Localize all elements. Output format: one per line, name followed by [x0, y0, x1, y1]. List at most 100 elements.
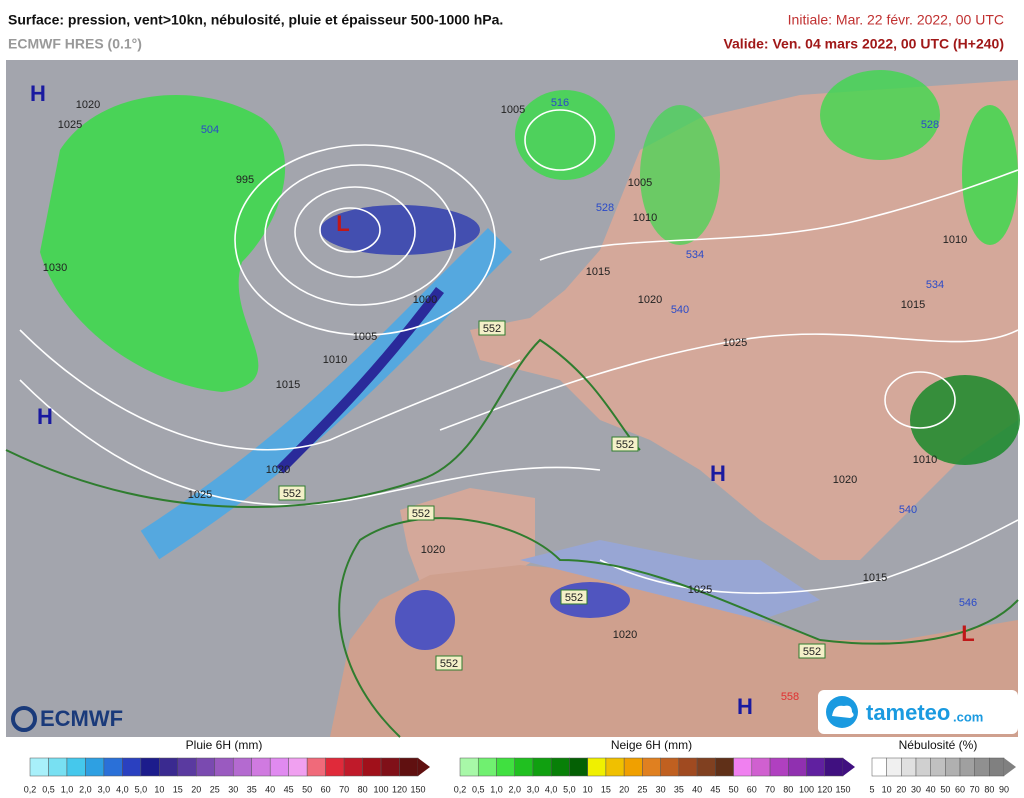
legend-swatch — [660, 757, 680, 777]
legend-label: 2,0 — [79, 784, 92, 794]
legend-swatch — [29, 757, 49, 777]
isobars — [19, 109, 1019, 594]
legend-label: 4,0 — [116, 784, 129, 794]
isobar-label: 1010 — [913, 454, 937, 466]
legend-label: 5 — [869, 784, 874, 794]
isobar-label: 1020 — [76, 99, 100, 111]
valid-time: Valide: Ven. 04 mars 2022, 00 UTC (H+240… — [723, 36, 1004, 52]
tameteo-logo-text: tameteo — [866, 700, 950, 725]
legend-label: 5,0 — [135, 784, 148, 794]
legend-label: 60 — [747, 784, 757, 794]
legend-swatch — [103, 757, 123, 777]
isobar-label: 1015 — [901, 299, 925, 311]
precip-snow — [820, 70, 940, 160]
legend-swatch — [989, 757, 1005, 777]
legend-label: 3,0 — [98, 784, 111, 794]
thickness-box — [407, 505, 435, 521]
initial-time: Initiale: Mar. 22 févr. 2022, 00 UTC — [788, 12, 1004, 28]
thickness-label: 528 — [596, 202, 614, 214]
thickness-box-label: 552 — [440, 658, 458, 670]
legend-label: 120 — [392, 784, 407, 794]
legend-label: 70 — [339, 784, 349, 794]
legend-label: 45 — [710, 784, 720, 794]
legend-swatch — [159, 757, 179, 777]
legend-swatch — [496, 757, 515, 777]
legend-label: 2,0 — [508, 784, 521, 794]
isobar-label: 1005 — [353, 331, 377, 343]
legend-swatch — [306, 757, 326, 777]
legend-label: 40 — [692, 784, 702, 794]
title: Surface: pression, vent>10kn, nébulosité… — [8, 12, 503, 28]
isobar-label: 1010 — [323, 354, 347, 366]
isobar-label: 1005 — [628, 177, 652, 189]
legend-swatch — [251, 757, 271, 777]
thickness-box — [435, 655, 463, 671]
precip-snow — [962, 105, 1018, 245]
legend-swatch — [886, 757, 902, 777]
legend-swatch — [871, 757, 887, 777]
legend-label: 150 — [835, 784, 850, 794]
tameteo-logo-suffix: .com — [953, 709, 983, 724]
legend-swatch — [288, 757, 308, 777]
isobar-label: 1010 — [633, 212, 657, 224]
legend-label: 20 — [896, 784, 906, 794]
legend-label: 3,0 — [527, 784, 540, 794]
legend-swatch — [399, 757, 419, 777]
legend-swatch — [532, 757, 552, 777]
isobar-label: 1015 — [276, 379, 300, 391]
legend-swatch — [959, 757, 975, 777]
legend-title: Nébulosité (%) — [899, 738, 978, 752]
thickness-box-label: 552 — [412, 508, 430, 520]
thickness-box-label: 552 — [483, 323, 501, 335]
isobar-label: 1005 — [501, 104, 525, 116]
thickness-box-label: 552 — [283, 488, 301, 500]
legend-swatch — [930, 757, 946, 777]
pressure-center: H — [710, 461, 726, 486]
thickness-label: 540 — [671, 304, 689, 316]
ecmwf-logo: ECMWF — [11, 706, 123, 732]
legend-swatch — [733, 757, 753, 777]
precip-rain — [395, 590, 455, 650]
legend-swatch — [901, 757, 917, 777]
legend-arrow — [1004, 758, 1016, 776]
legend-label: 70 — [765, 784, 775, 794]
legend-swatch — [587, 757, 607, 777]
legend-label: 120 — [817, 784, 832, 794]
legend-label: 45 — [284, 784, 294, 794]
thickness-box-label: 552 — [616, 439, 634, 451]
legend-swatch — [232, 757, 252, 777]
legend-label: 70 — [970, 784, 980, 794]
legend-swatch — [85, 757, 105, 777]
legend-swatch — [48, 757, 68, 777]
thickness-label: 546 — [959, 597, 977, 609]
legend-label: 20 — [619, 784, 629, 794]
precip-snow — [515, 90, 615, 180]
legend-label: 40 — [265, 784, 275, 794]
legend-label: 150 — [410, 784, 425, 794]
legend-label: 0,5 — [42, 784, 55, 794]
legend-label: 0,5 — [472, 784, 485, 794]
legend-swatch — [196, 757, 216, 777]
legend-swatch — [214, 757, 234, 777]
legend-swatch — [788, 757, 807, 777]
thickness-box — [478, 320, 506, 336]
legend-swatch — [362, 757, 382, 777]
thickness-label: 504 — [201, 124, 219, 136]
legend-label: 25 — [210, 784, 220, 794]
thickness-box — [560, 589, 588, 605]
legend-swatch — [605, 757, 625, 777]
legend-label: 15 — [601, 784, 611, 794]
legend-title: Neige 6H (mm) — [611, 738, 692, 752]
legend-swatch — [380, 757, 400, 777]
legend-label: 90 — [999, 784, 1009, 794]
thickness-label: 540 — [899, 504, 917, 516]
isobar-label: 1025 — [188, 489, 212, 501]
model: ECMWF HRES (0.1°) — [8, 36, 142, 52]
legend-label: 100 — [374, 784, 389, 794]
legend-title: Pluie 6H (mm) — [186, 738, 263, 752]
ecmwf-logo-text: ECMWF — [40, 706, 123, 731]
isobar-label: 1000 — [413, 294, 437, 306]
legend-label: 30 — [228, 784, 238, 794]
